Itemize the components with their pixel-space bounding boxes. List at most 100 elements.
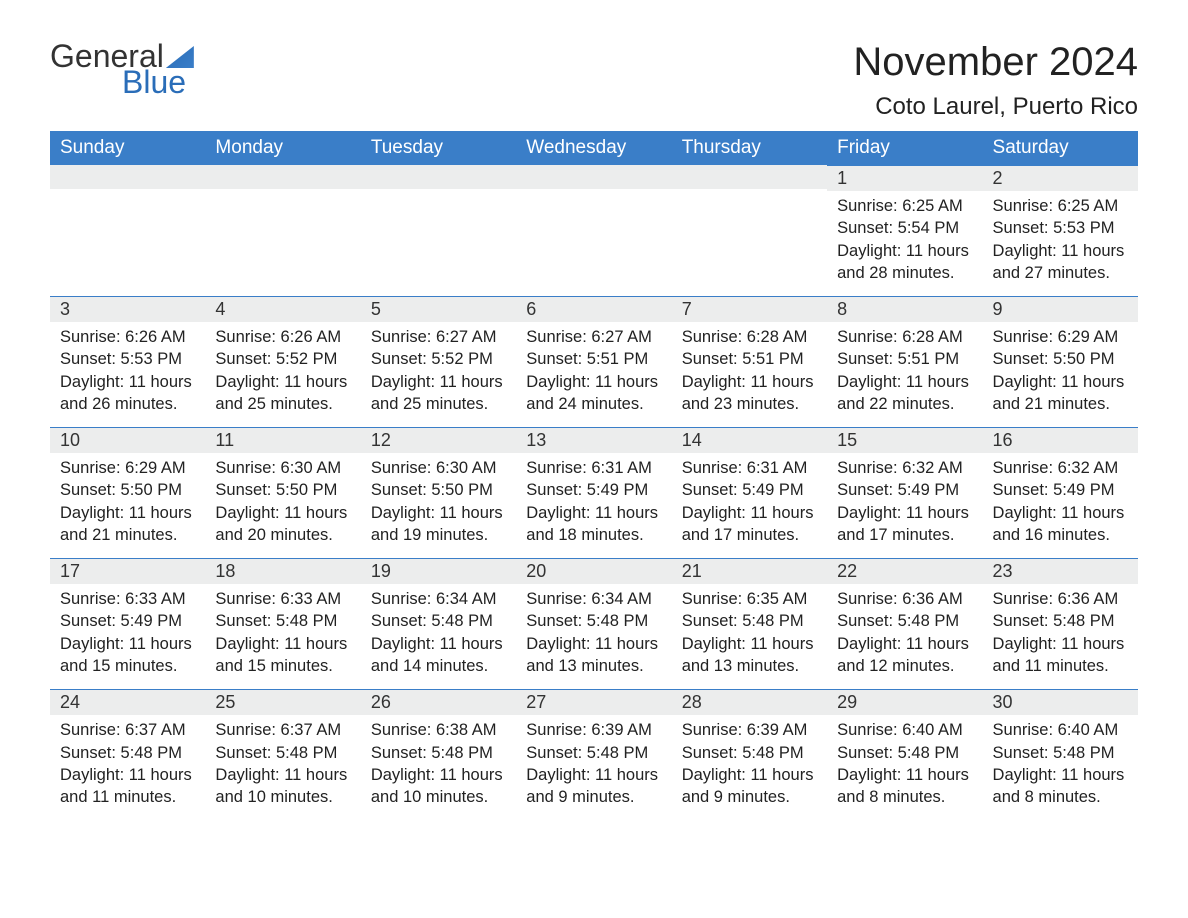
sunset-text: Sunset: 5:48 PM xyxy=(682,742,817,764)
daylight1-text: Daylight: 11 hours xyxy=(215,371,350,393)
sunrise-text: Sunrise: 6:40 AM xyxy=(993,719,1128,741)
day-number: 14 xyxy=(672,427,827,453)
daylight1-text: Daylight: 11 hours xyxy=(837,764,972,786)
sunrise-text: Sunrise: 6:25 AM xyxy=(837,195,972,217)
sunrise-text: Sunrise: 6:40 AM xyxy=(837,719,972,741)
sunrise-text: Sunrise: 6:25 AM xyxy=(993,195,1128,217)
day-number: 24 xyxy=(50,689,205,715)
day-header-cell: Wednesday xyxy=(516,131,671,165)
page-header: General Blue November 2024 Coto Laurel, … xyxy=(50,40,1138,121)
daylight1-text: Daylight: 11 hours xyxy=(682,764,817,786)
sunrise-text: Sunrise: 6:33 AM xyxy=(60,588,195,610)
day-number: 16 xyxy=(983,427,1138,453)
sunset-text: Sunset: 5:51 PM xyxy=(837,348,972,370)
day-number: 15 xyxy=(827,427,982,453)
day-cell: 30 Sunrise: 6:40 AMSunset: 5:48 PMDayligh… xyxy=(983,689,1138,820)
sunrise-text: Sunrise: 6:27 AM xyxy=(371,326,506,348)
day-number: 2 xyxy=(983,165,1138,191)
day-cell: 29 Sunrise: 6:40 AMSunset: 5:48 PMDayligh… xyxy=(827,689,982,820)
day-cell: 20Sunrise: 6:34 AMSunset: 5:48 PMDayligh… xyxy=(516,558,671,689)
daylight2-text: and 13 minutes. xyxy=(682,655,817,677)
day-header-cell: Monday xyxy=(205,131,360,165)
logo: General Blue xyxy=(50,40,194,98)
week-row: 10 Sunrise: 6:29 AM Sunset: 5:50 PMDayligh… xyxy=(50,427,1138,558)
daylight1-text: Daylight: 11 hours xyxy=(837,240,972,262)
sunrise-text: Sunrise: 6:30 AM xyxy=(215,457,350,479)
day-body: Sunrise: 6:34 AMSunset: 5:48 PMDaylight:… xyxy=(361,588,516,677)
daylight2-text: and 15 minutes. xyxy=(215,655,350,677)
sunset-text: Sunset: 5:48 PM xyxy=(993,610,1128,632)
day-body: Sunrise: 6:37 AMSunset: 5:48 PMDaylight:… xyxy=(205,719,360,808)
daylight1-text: Daylight: 11 hours xyxy=(526,371,661,393)
week-row: 17Sunrise: 6:33 AMSunset: 5:49 PMDayligh… xyxy=(50,558,1138,689)
sunset-text: Sunset: 5:48 PM xyxy=(837,610,972,632)
sunrise-text: Sunrise: 6:26 AM xyxy=(215,326,350,348)
day-body: Sunrise: 6:26 AMSunset: 5:52 PMDaylight:… xyxy=(205,326,360,415)
daylight2-text: and 25 minutes. xyxy=(371,393,506,415)
day-cell: 2Sunrise: 6:25 AMSunset: 5:53 PMDaylight… xyxy=(983,165,1138,296)
daylight2-text: and 25 minutes. xyxy=(215,393,350,415)
daylight2-text: and 17 minutes. xyxy=(837,524,972,546)
daylight1-text: Daylight: 11 hours xyxy=(60,633,195,655)
calendar: SundayMondayTuesdayWednesdayThursdayFrid… xyxy=(50,131,1138,820)
day-number: 30 xyxy=(983,689,1138,715)
daylight1-text: Daylight: 11 hours xyxy=(371,502,506,524)
sunrise-text: Sunrise: 6:34 AM xyxy=(526,588,661,610)
day-number: 20 xyxy=(516,558,671,584)
sunrise-text: Sunrise: 6:35 AM xyxy=(682,588,817,610)
daylight1-text: Daylight: 11 hours xyxy=(60,764,195,786)
day-header-row: SundayMondayTuesdayWednesdayThursdayFrid… xyxy=(50,131,1138,165)
logo-text-blue: Blue xyxy=(122,66,194,98)
day-number: 18 xyxy=(205,558,360,584)
sunset-text: Sunset: 5:52 PM xyxy=(215,348,350,370)
daylight2-text: and 16 minutes. xyxy=(993,524,1128,546)
sunset-text: Sunset: 5:48 PM xyxy=(215,742,350,764)
day-cell: 6Sunrise: 6:27 AMSunset: 5:51 PMDaylight… xyxy=(516,296,671,427)
sunset-text: Sunset: 5:49 PM xyxy=(837,479,972,501)
day-cell: 3Sunrise: 6:26 AMSunset: 5:53 PMDaylight… xyxy=(50,296,205,427)
sunset-text: Sunset: 5:48 PM xyxy=(371,610,506,632)
month-title: November 2024 xyxy=(853,40,1138,85)
day-cell xyxy=(361,165,516,296)
day-cell: 28Sunrise: 6:39 AMSunset: 5:48 PMDayligh… xyxy=(672,689,827,820)
day-cell: 14 Sunrise: 6:31 AMSunset: 5:49 PMDayligh… xyxy=(672,427,827,558)
day-body: Sunrise: 6:40 AMSunset: 5:48 PMDaylight:… xyxy=(983,719,1138,808)
sunset-text: Sunset: 5:53 PM xyxy=(993,217,1128,239)
daylight1-text: Daylight: 11 hours xyxy=(837,371,972,393)
daylight2-text: and 14 minutes. xyxy=(371,655,506,677)
daylight2-text: and 26 minutes. xyxy=(60,393,195,415)
daylight2-text: and 9 minutes. xyxy=(682,786,817,808)
day-cell: 16Sunrise: 6:32 AMSunset: 5:49 PMDayligh… xyxy=(983,427,1138,558)
sunrise-text: Sunrise: 6:31 AM xyxy=(526,457,661,479)
daylight2-text: and 13 minutes. xyxy=(526,655,661,677)
day-body: Sunrise: 6:40 AMSunset: 5:48 PMDaylight:… xyxy=(827,719,982,808)
daylight1-text: Daylight: 11 hours xyxy=(215,764,350,786)
day-cell xyxy=(50,165,205,296)
daylight2-text: and 21 minutes. xyxy=(993,393,1128,415)
day-number: 8 xyxy=(827,296,982,322)
daylight1-text: Daylight: 11 hours xyxy=(371,371,506,393)
day-body: Sunrise: 6:30 AMSunset: 5:50 PMDaylight:… xyxy=(361,457,516,546)
daylight2-text: and 24 minutes. xyxy=(526,393,661,415)
day-body: Sunrise: 6:27 AMSunset: 5:52 PMDaylight:… xyxy=(361,326,516,415)
day-number: 5 xyxy=(361,296,516,322)
sunset-text: Sunset: 5:48 PM xyxy=(215,610,350,632)
day-number: 7 xyxy=(672,296,827,322)
sunset-text: Sunset: 5:50 PM xyxy=(371,479,506,501)
day-body: Sunrise: 6:31 AMSunset: 5:49 PMDaylight:… xyxy=(672,457,827,546)
day-number: 29 xyxy=(827,689,982,715)
daylight2-text: and 22 minutes. xyxy=(837,393,972,415)
daylight1-text: Daylight: 11 hours xyxy=(371,633,506,655)
sunrise-text: Sunrise: 6:34 AM xyxy=(371,588,506,610)
day-cell: 7Sunrise: 6:28 AMSunset: 5:51 PMDaylight… xyxy=(672,296,827,427)
sunrise-text: Sunrise: 6:27 AM xyxy=(526,326,661,348)
daylight1-text: Daylight: 11 hours xyxy=(526,633,661,655)
daylight1-text: Daylight: 11 hours xyxy=(215,633,350,655)
sunset-text: Sunset: 5:48 PM xyxy=(526,742,661,764)
day-number: 28 xyxy=(672,689,827,715)
sunrise-text: Sunrise: 6:29 AM xyxy=(60,457,195,479)
day-cell: 17Sunrise: 6:33 AMSunset: 5:49 PMDayligh… xyxy=(50,558,205,689)
day-cell: 4Sunrise: 6:26 AMSunset: 5:52 PMDaylight… xyxy=(205,296,360,427)
week-row: 24Sunrise: 6:37 AMSunset: 5:48 PMDayligh… xyxy=(50,689,1138,820)
day-number: 10 xyxy=(50,427,205,453)
